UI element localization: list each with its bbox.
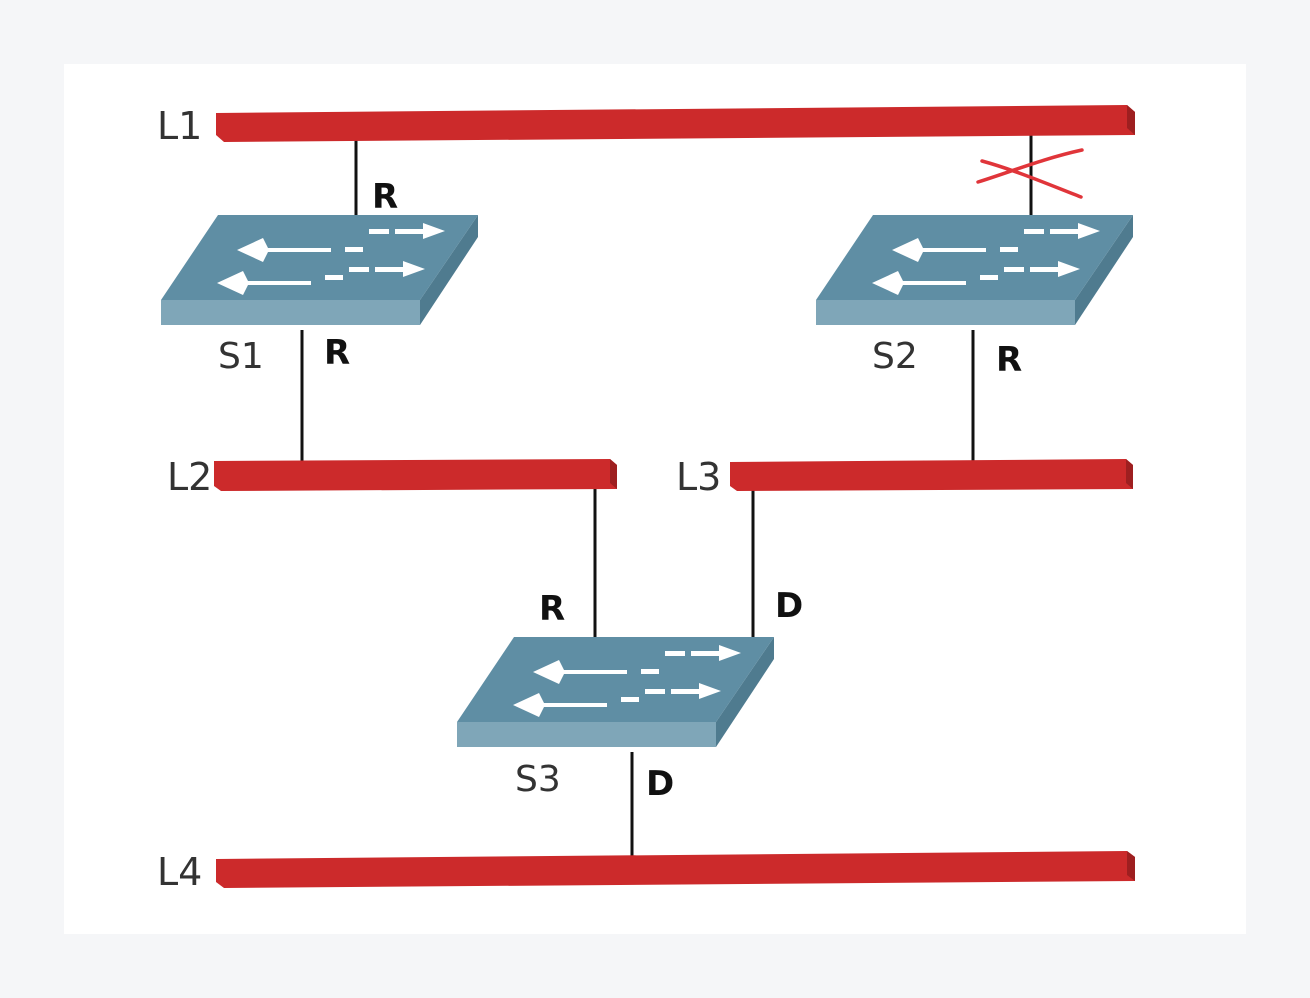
switch-s1-icon bbox=[161, 215, 478, 325]
port-role-s1-down: R bbox=[324, 333, 350, 373]
port-role-s1-up: R bbox=[372, 177, 398, 217]
segment-l4 bbox=[216, 851, 1135, 888]
switch-label-s3: S3 bbox=[515, 759, 561, 800]
blocked-port-x-icon bbox=[976, 148, 1084, 199]
segment-l1 bbox=[216, 105, 1135, 142]
switch-s2-icon bbox=[816, 215, 1133, 325]
port-role-s3-left: R bbox=[539, 589, 565, 629]
port-role-s3-right: D bbox=[775, 586, 803, 626]
segment-label-l2: L2 bbox=[167, 455, 212, 499]
diagram-canvas bbox=[64, 64, 1246, 934]
switch-label-s1: S1 bbox=[218, 336, 264, 377]
segment-label-l1: L1 bbox=[157, 104, 202, 148]
segment-l3 bbox=[730, 459, 1133, 491]
port-role-s3-down: D bbox=[646, 764, 674, 804]
segment-label-l4: L4 bbox=[157, 850, 202, 894]
switch-s3-icon bbox=[457, 637, 774, 747]
segment-l2 bbox=[214, 459, 617, 491]
port-role-s2-down: R bbox=[996, 340, 1022, 380]
links bbox=[300, 131, 1033, 856]
segment-label-l3: L3 bbox=[676, 455, 721, 499]
switch-label-s2: S2 bbox=[872, 336, 918, 377]
